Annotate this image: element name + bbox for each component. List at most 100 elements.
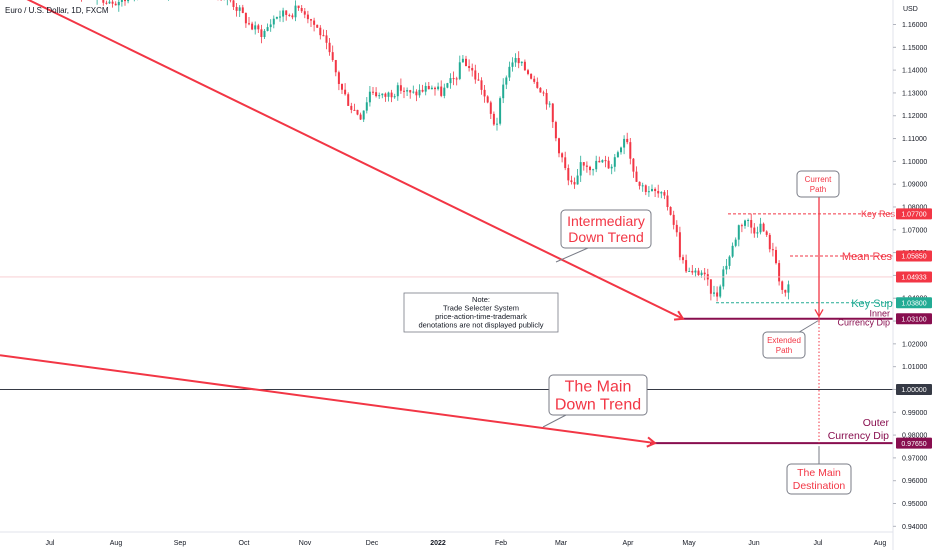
candle-body — [775, 250, 777, 263]
candle-body — [555, 122, 557, 138]
candle-body — [713, 292, 715, 293]
candle-body — [663, 192, 665, 195]
candle-body — [642, 185, 644, 186]
price-badge-label: 1.05850 — [901, 254, 926, 261]
candle-body — [574, 182, 576, 184]
y-tick-label: 1.07000 — [902, 227, 927, 234]
candle-body — [725, 266, 727, 270]
candle-body — [704, 273, 706, 275]
x-tick-label: Jun — [748, 540, 759, 547]
candle-body — [465, 59, 467, 66]
candle-body — [291, 15, 293, 17]
y-tick-label: 1.10000 — [902, 159, 927, 166]
candle-body — [316, 25, 318, 28]
y-tick-label: 0.97000 — [902, 455, 927, 462]
candle-body — [434, 88, 436, 89]
candle-body — [245, 13, 247, 23]
candle-body — [586, 166, 588, 167]
candle-body — [729, 257, 731, 266]
candle-body — [738, 225, 740, 239]
candle-body — [639, 182, 641, 186]
candle-body — [242, 7, 244, 13]
candle-body — [481, 80, 483, 90]
candle-body — [617, 152, 619, 157]
candle-body — [698, 271, 700, 275]
x-tick-label: Oct — [239, 540, 250, 547]
candle-body — [285, 10, 287, 14]
candle-body — [592, 169, 594, 170]
candle-body — [512, 62, 514, 66]
x-tick-label: 2022 — [430, 540, 446, 547]
y-tick-label: 1.01000 — [902, 364, 927, 371]
candle-body — [766, 231, 768, 234]
candle-body — [558, 138, 560, 153]
candle-body — [298, 6, 300, 8]
chart-title: Euro / U.S. Dollar, 1D, FXCM — [5, 6, 109, 15]
candle-body — [567, 168, 569, 180]
candle-body — [536, 82, 538, 88]
candle-body — [264, 31, 266, 37]
candle-body — [273, 19, 275, 25]
candle-body — [735, 240, 737, 246]
candle-body — [397, 85, 399, 96]
candle-body — [598, 161, 600, 162]
candle-body — [415, 92, 417, 96]
candle-body — [412, 92, 414, 93]
candle-body — [115, 4, 117, 6]
candle-body — [341, 84, 343, 90]
candle-body — [372, 92, 374, 93]
candle-body — [750, 220, 752, 228]
candle-body — [360, 115, 362, 120]
candle-body — [388, 93, 390, 97]
candle-body — [394, 96, 396, 97]
candle-body — [670, 207, 672, 215]
candle-body — [313, 21, 315, 25]
candle-body — [688, 271, 690, 272]
candle-body — [270, 24, 272, 27]
x-tick-label: Dec — [366, 540, 379, 547]
candle-body — [400, 85, 402, 91]
price-badge-label: 0.97650 — [901, 441, 926, 448]
candle-body — [595, 161, 597, 169]
candle-body — [760, 224, 762, 233]
candle-body — [102, 0, 104, 3]
candle-body — [425, 86, 427, 92]
currency-label: USD — [903, 6, 918, 13]
candle-body — [239, 7, 241, 10]
candle-body — [515, 58, 517, 62]
candle-body — [301, 8, 303, 11]
candle-body — [329, 43, 331, 52]
x-tick-label: Aug — [110, 540, 123, 547]
candle-body — [288, 15, 290, 16]
candle-body — [769, 235, 771, 249]
candle-body — [679, 232, 681, 257]
candle-body — [422, 90, 424, 92]
candle-body — [304, 11, 306, 14]
candle-body — [784, 290, 786, 293]
candle-body — [493, 114, 495, 125]
x-tick-label: Nov — [299, 540, 312, 547]
x-tick-label: Mar — [555, 540, 568, 547]
candle-body — [508, 67, 510, 78]
candle-body — [744, 220, 746, 225]
candle-body — [549, 104, 551, 105]
y-tick-label: 1.15000 — [902, 45, 927, 52]
candle-body — [124, 0, 126, 1]
candle-body — [502, 85, 504, 99]
candle-body — [378, 95, 380, 96]
candle-body — [589, 167, 591, 170]
candle-body — [651, 189, 653, 191]
candle-body — [453, 78, 455, 79]
candle-body — [357, 110, 359, 115]
candle-body — [477, 80, 479, 81]
mean-res-label: Mean Res — [842, 251, 893, 263]
candle-body — [381, 94, 383, 96]
y-tick-label: 0.94000 — [902, 524, 927, 531]
candle-body — [601, 160, 603, 162]
candle-body — [446, 83, 448, 88]
candle-body — [403, 91, 405, 92]
